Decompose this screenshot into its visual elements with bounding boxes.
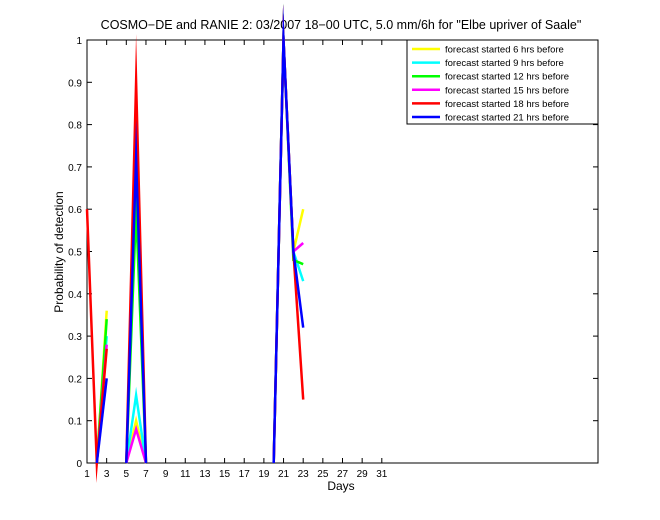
y-tick-label: 0.5	[68, 248, 82, 259]
y-tick-label: 0	[76, 459, 82, 470]
x-tick-label: 1	[84, 469, 90, 480]
x-axis-label: Days	[327, 479, 354, 493]
x-tick-label: 13	[199, 469, 211, 480]
y-tick-label: 0.3	[68, 332, 82, 343]
series-layer	[85, 3, 305, 483]
x-tick-label: 11	[180, 469, 191, 480]
legend-entry: forecast started 15 hrs before	[445, 85, 569, 96]
x-tick-label: 29	[357, 469, 369, 480]
x-tick-label: 9	[163, 469, 169, 480]
x-tick-label: 5	[124, 469, 130, 480]
y-tick-label: 0.8	[68, 121, 82, 132]
y-tick-label: 0.4	[68, 290, 82, 301]
legend-entry: forecast started 21 hrs before	[445, 113, 569, 124]
x-tick-label: 27	[337, 469, 349, 480]
x-tick-label: 3	[104, 469, 110, 480]
series-line-6-segment-2	[125, 119, 148, 464]
y-tick-label: 0.9	[68, 78, 82, 89]
x-tick-label: 31	[376, 469, 388, 480]
y-tick-label: 0.7	[68, 163, 82, 174]
y-tick-label: 0.1	[68, 417, 82, 428]
x-tick-label: 17	[239, 469, 251, 480]
series-line-6-segment-1	[95, 378, 108, 464]
series-line-6-segment-3	[272, 4, 305, 464]
legend-entry: forecast started 9 hrs before	[445, 58, 564, 69]
x-tick-label: 23	[298, 469, 310, 480]
x-tick-label: 21	[278, 469, 290, 480]
y-tick-label: 1	[76, 36, 82, 47]
legend-entry: forecast started 12 hrs before	[445, 72, 569, 83]
y-axis: 0 0.1 0.2 0.3 0.4 0.5 0.6 0.7 0.8 0.9 1	[68, 36, 598, 470]
y-axis-label: Probability of detection	[52, 191, 66, 312]
x-tick-label: 7	[143, 469, 149, 480]
y-tick-label: 0.2	[68, 374, 82, 385]
series-line-2-segment-2	[125, 386, 148, 464]
y-tick-label: 0.6	[68, 205, 82, 216]
series-line-4-segment-2	[125, 424, 148, 464]
legend-box	[406, 39, 599, 125]
legend-entry: forecast started 18 hrs before	[445, 99, 569, 110]
legend: forecast started 6 hrs before forecast st…	[406, 39, 599, 125]
x-tick-label: 19	[258, 469, 270, 480]
legend-entry: forecast started 6 hrs before	[445, 45, 564, 56]
x-tick-label: 15	[219, 469, 231, 480]
x-tick-label: 25	[317, 469, 329, 480]
chart-title: COSMO−DE and RANIE 2: 03/2007 18−00 UTC,…	[101, 18, 582, 32]
